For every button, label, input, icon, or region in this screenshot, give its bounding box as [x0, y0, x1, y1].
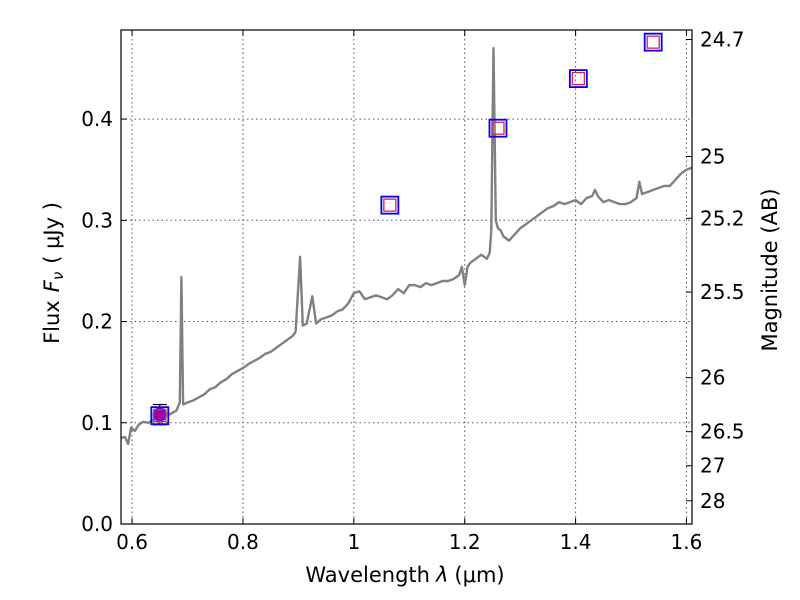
plot-data	[121, 32, 692, 446]
y-tick-label: 0.4	[81, 107, 113, 131]
model-photometry-marker	[568, 69, 588, 88]
model-photometry-marker	[150, 406, 170, 426]
observed-photometry-marker	[571, 71, 586, 86]
y2-tick-label: 24.7	[700, 27, 745, 51]
observed-photometry-marker	[491, 121, 505, 135]
x-tick-label: 0.8	[227, 530, 259, 554]
y-axis-title: FluxFν( μJy )	[40, 202, 67, 344]
y2-tick-label: 26.5	[700, 420, 745, 444]
y-tick-label: 0.1	[81, 411, 113, 435]
y-tick-label: 0.0	[81, 512, 113, 536]
y2-tick-label: 25.2	[700, 206, 745, 230]
y2-tick-label: 25	[700, 144, 725, 168]
spectrum-line	[121, 47, 692, 446]
tick-layer: 0.6 0.8 1 1.2 1.4 1.6 0.0 0.1 0.2 0.3 0.4 24.7 25 25.…	[81, 27, 744, 554]
observed-photometry-marker	[383, 198, 397, 212]
model-photometry-marker	[643, 32, 663, 52]
x-axis-title: Wavelength λ (μm)	[305, 563, 504, 587]
model-photometry-marker	[380, 195, 400, 215]
y2-tick-label: 27	[700, 454, 725, 478]
y2-tick-label: 26	[700, 366, 725, 390]
series-layer	[121, 32, 692, 446]
observed-photometry-marker	[646, 35, 660, 49]
y-tick-label: 0.2	[81, 310, 113, 334]
x-tick-label: 1.6	[671, 530, 703, 554]
y2-tick-label: 28	[700, 489, 725, 513]
y2-tick-label: 25.5	[700, 280, 745, 304]
model-photometry-marker	[488, 118, 508, 138]
grid-layer	[121, 30, 692, 525]
x-tick-label: 1.2	[449, 530, 481, 554]
x-tick-label: 0.6	[116, 530, 148, 554]
y-tick-label: 0.3	[81, 208, 113, 232]
x-tick-label: 1	[347, 530, 360, 554]
plot-frame	[120, 29, 693, 525]
x-tick-label: 1.4	[560, 530, 592, 554]
observed-photometry-marker	[153, 409, 167, 423]
y2-axis-title: Magnitude (AB)	[758, 188, 782, 351]
